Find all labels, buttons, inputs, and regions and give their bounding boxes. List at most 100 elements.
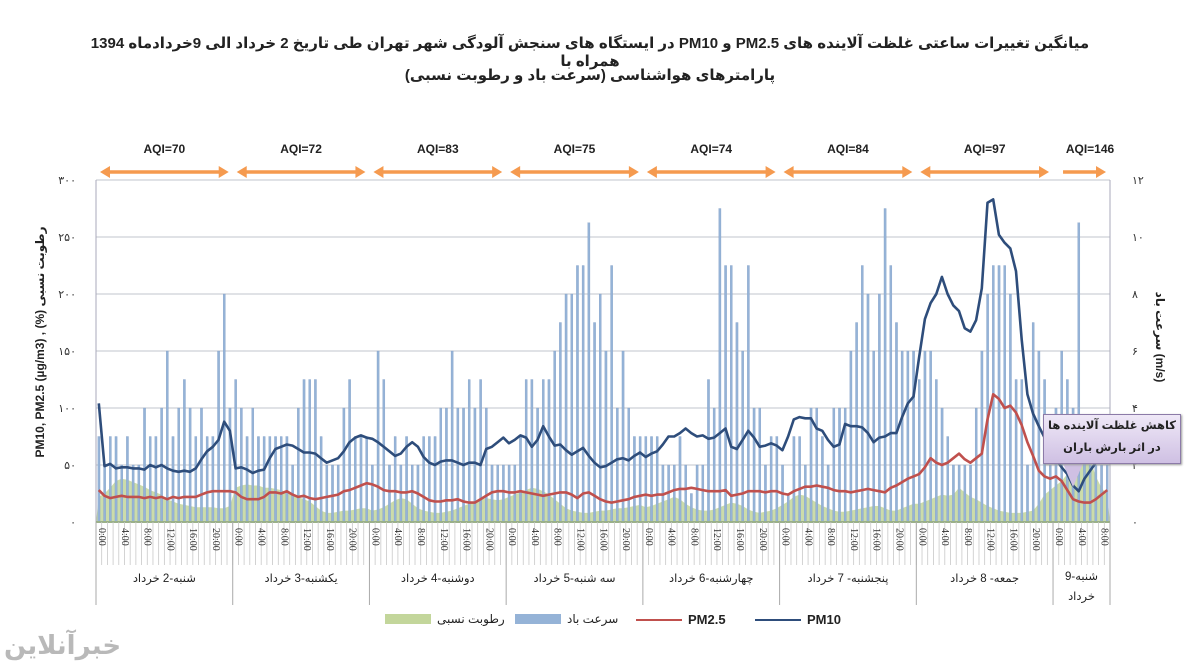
y-tick-right: ۸ bbox=[1132, 289, 1138, 301]
wind-bar bbox=[331, 464, 334, 523]
legend-line-pm10 bbox=[755, 618, 801, 621]
wind-bar bbox=[530, 379, 534, 523]
wind-bar bbox=[200, 407, 203, 523]
legend-swatch-wind bbox=[515, 614, 561, 624]
x-tick-label: 0:00 bbox=[780, 528, 791, 546]
aqi-arrow-head-left bbox=[510, 166, 521, 178]
wind-bar bbox=[935, 379, 938, 523]
wind-bar bbox=[610, 265, 613, 523]
wind-bar bbox=[524, 379, 528, 523]
aqi-arrow-head-left bbox=[783, 166, 794, 178]
x-tick-label: 16:00 bbox=[871, 528, 882, 551]
wind-bar bbox=[234, 379, 237, 523]
y-tick-left: ۵۰ bbox=[64, 460, 76, 472]
pm25-line bbox=[97, 392, 1109, 504]
wind-bar bbox=[724, 265, 727, 523]
wind-bar bbox=[359, 436, 363, 523]
aqi-arrow-head-right bbox=[902, 166, 913, 178]
aqi-label: AQI=84 bbox=[827, 142, 869, 156]
y-tick-left: ۲۰۰ bbox=[58, 289, 76, 301]
wind-bar bbox=[587, 222, 591, 523]
x-tick-label: 16:00 bbox=[734, 528, 745, 551]
humidity-area bbox=[96, 459, 1110, 522]
wind-bar bbox=[223, 293, 226, 523]
wind-bar bbox=[1014, 379, 1018, 523]
chart-title-line2: پارامترهای هواشناسی (سرعت باد و رطوبت نس… bbox=[404, 67, 776, 84]
x-tick-label: 4:00 bbox=[939, 528, 950, 546]
x-tick-label: 16:00 bbox=[324, 528, 335, 551]
aqi-arrow-head-right bbox=[765, 166, 776, 178]
legend-item-humidity: رطوبت نسبی bbox=[385, 612, 505, 626]
wind-bar bbox=[382, 379, 386, 523]
aqi-label: AQI=74 bbox=[690, 142, 732, 156]
x-tick-label: 4:00 bbox=[1076, 528, 1087, 546]
aqi-arrow-head-left bbox=[236, 166, 247, 178]
callout-line1: کاهش غلظت آلاینده ها bbox=[1048, 420, 1176, 432]
wind-bar bbox=[1003, 265, 1006, 523]
wind-bar bbox=[895, 322, 898, 523]
wind-bar bbox=[467, 379, 471, 523]
wind-bar bbox=[747, 265, 750, 523]
x-tick-label: 12:00 bbox=[575, 528, 586, 551]
wind-bar bbox=[97, 436, 101, 523]
wind-bar bbox=[735, 322, 739, 523]
wind-bar bbox=[1049, 464, 1052, 523]
wind-bar bbox=[912, 350, 915, 523]
wind-bar bbox=[439, 407, 442, 523]
wind-bar bbox=[365, 436, 368, 523]
y-tick-right: ۱۰ bbox=[1132, 232, 1144, 244]
wind-bar bbox=[536, 407, 539, 523]
legend-item-wind: سرعت باد bbox=[515, 612, 618, 626]
x-tick-label: 20:00 bbox=[894, 528, 905, 551]
day-label: جمعه- 8 خرداد bbox=[950, 573, 1019, 586]
aqi-arrow-head-left bbox=[646, 166, 657, 178]
wind-bar bbox=[268, 436, 272, 523]
y-tick-right: ۱۲ bbox=[1132, 175, 1144, 187]
wind-bar bbox=[228, 407, 232, 523]
y-tick-left: ۲۵۰ bbox=[58, 232, 76, 244]
wind-bar bbox=[838, 407, 841, 523]
chart-title-line1: میانگین تغییرات ساعتی غلظت آلاینده های P… bbox=[90, 35, 1090, 70]
wind-bar bbox=[792, 436, 796, 523]
wind-bar bbox=[314, 379, 317, 523]
wind-bar bbox=[564, 293, 568, 523]
aqi-label: AQI=70 bbox=[144, 142, 186, 156]
aqi-label: AQI=83 bbox=[417, 142, 459, 156]
y-tick-right: ۰ bbox=[1132, 517, 1138, 529]
wind-bar bbox=[171, 436, 175, 523]
wind-bar bbox=[393, 436, 397, 523]
wind-bar bbox=[211, 436, 215, 523]
wind-bar bbox=[650, 436, 653, 523]
wind-bar bbox=[690, 493, 693, 523]
wind-bar bbox=[946, 436, 949, 523]
wind-bar bbox=[758, 407, 762, 523]
y-tick-left: ۰ bbox=[70, 517, 76, 529]
x-tick-label: 0:00 bbox=[643, 528, 654, 546]
wind-bar bbox=[918, 379, 921, 523]
wind-bar bbox=[240, 407, 243, 523]
wind-bar bbox=[245, 436, 249, 523]
legend-label-pm25: PM2.5 bbox=[688, 612, 726, 627]
x-tick-label: 4:00 bbox=[392, 528, 403, 546]
day-label-cont: خرداد bbox=[1068, 591, 1095, 604]
wind-bar bbox=[143, 407, 146, 523]
aqi-arrow-head-right bbox=[355, 166, 366, 178]
x-tick-label: 8:00 bbox=[1099, 528, 1110, 546]
wind-bar bbox=[889, 265, 893, 523]
x-tick-label: 20:00 bbox=[347, 528, 358, 551]
x-tick-label: 12:00 bbox=[848, 528, 859, 551]
wind-bar bbox=[957, 464, 961, 523]
wind-bar bbox=[154, 436, 158, 523]
x-tick-label: 20:00 bbox=[620, 528, 631, 551]
wind-bar bbox=[319, 436, 323, 523]
aqi-label: AQI=72 bbox=[280, 142, 322, 156]
x-tick-label: 20:00 bbox=[757, 528, 768, 551]
x-tick-label: 16:00 bbox=[461, 528, 472, 551]
callout-pointer bbox=[1062, 461, 1084, 487]
x-tick-label: 4:00 bbox=[119, 528, 130, 546]
wind-bar bbox=[621, 350, 625, 523]
wind-bar bbox=[570, 293, 574, 523]
wind-bar bbox=[826, 464, 830, 523]
wind-bar bbox=[718, 208, 722, 523]
